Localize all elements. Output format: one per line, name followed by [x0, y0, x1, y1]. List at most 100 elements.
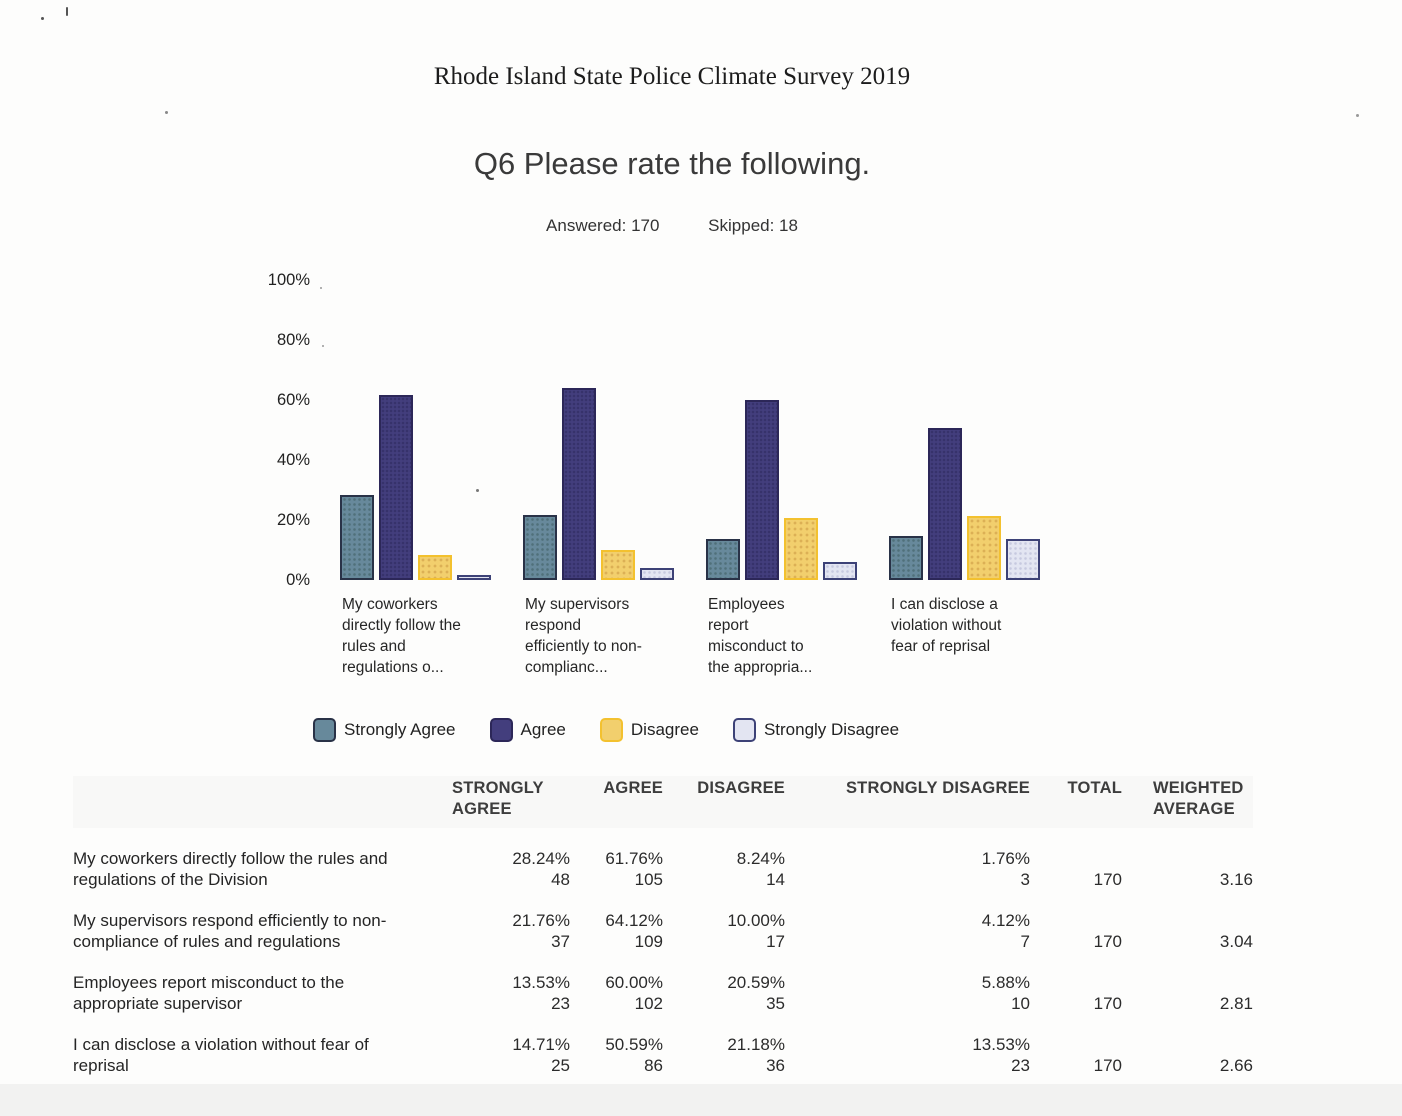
y-axis-tick-0: 0% [286, 571, 310, 589]
bar-agree [928, 428, 962, 580]
legend-item-strongly-disagree: Strongly Disagree [732, 718, 900, 742]
column-header-agree: AGREE [603, 779, 663, 797]
cell-weighted-average: .3.04 [1122, 910, 1253, 952]
bar-agree [745, 400, 779, 580]
cell-disagree: 20.59% 35 [663, 972, 785, 1014]
y-axis-tick-80: 80% [276, 331, 310, 349]
legend-item-strongly-agree: Strongly Agree [313, 718, 456, 742]
row-label: My supervisors respond efficiently to no… [73, 911, 387, 951]
legend-item-agree: Agree [489, 718, 566, 742]
table-header-row: STRONGLY AGREE AGREE DISAGREE STRONGLY DISA… [73, 776, 1253, 828]
bar-agree [379, 394, 413, 580]
weighted-average-value: 3.04 [1219, 932, 1253, 951]
cell-weighted-average: .2.81 [1122, 972, 1253, 1014]
cell-percent: 61.76% [605, 849, 663, 868]
bar-chart: 0% 20% 40% 60% 80% 100% [0, 271, 1344, 589]
cell-percent: 4.12% [981, 911, 1030, 930]
total-value: 170 [1093, 870, 1122, 889]
cell-agree: 64.12% 109 [570, 910, 663, 952]
y-axis-tick-20: 20% [276, 511, 310, 529]
total-value: 170 [1093, 994, 1122, 1013]
legend-label: Agree [520, 720, 566, 739]
cell-count: 23 [1011, 1056, 1030, 1075]
scan-artifact [320, 287, 322, 289]
bar-strongly-agree [523, 514, 557, 580]
weighted-average-value: 2.66 [1219, 1056, 1253, 1075]
scan-artifact [1356, 114, 1359, 117]
cell-count: 10 [1011, 994, 1030, 1013]
cell-count: 36 [766, 1056, 785, 1075]
cell-count: 35 [766, 994, 785, 1013]
cell-disagree: 8.24% 14 [663, 848, 785, 890]
bar-group-2 [523, 387, 674, 580]
cell-count: 105 [634, 870, 663, 889]
cell-strongly-disagree: 5.88% 10 [785, 972, 1030, 1014]
scan-artifact [322, 345, 324, 347]
cell-percent: 14.71% [512, 1035, 570, 1054]
category-label-3: Employees report misconduct to the appro… [708, 596, 813, 676]
column-header-strongly-agree: STRONGLY AGREE [452, 779, 544, 818]
legend-label: Strongly Disagree [763, 720, 900, 739]
cell-percent: 64.12% [605, 911, 663, 930]
column-header-total: TOTAL [1067, 779, 1122, 797]
cell-total: .170 [1030, 848, 1122, 890]
cell-disagree: 21.18% 36 [663, 1034, 785, 1076]
question-title: Q6 Please rate the following. [473, 146, 871, 181]
skipped-count: Skipped: 18 [708, 216, 798, 235]
cell-count: 25 [551, 1056, 570, 1075]
bar-group-4 [889, 428, 1040, 580]
column-header-disagree: DISAGREE [697, 779, 785, 797]
answered-count: Answered: 170 [546, 216, 660, 235]
cell-count: 48 [551, 870, 570, 889]
chart-plot-area [340, 280, 1040, 580]
cell-total: .170 [1030, 972, 1122, 1014]
cell-percent: 20.59% [727, 973, 785, 992]
bar-strongly-disagree [823, 562, 857, 580]
cell-disagree: 10.00% 17 [663, 910, 785, 952]
bar-disagree [784, 518, 818, 580]
category-label-4: I can disclose a violation without fear … [891, 596, 1002, 655]
weighted-average-value: 3.16 [1219, 870, 1253, 889]
bar-strongly-disagree [1006, 539, 1040, 580]
cell-percent: 13.53% [972, 1035, 1030, 1054]
strongly-disagree-swatch [732, 718, 756, 742]
legend-item-disagree: Disagree [599, 718, 699, 742]
cell-strongly-agree: 21.76% 37 [445, 910, 570, 952]
cell-weighted-average: .2.66 [1122, 1034, 1253, 1076]
response-stats: Answered: 170 Skipped: 18 [0, 215, 1344, 236]
chart-legend: Strongly Agree Agree Disagree Strongly Disa… [313, 718, 1344, 742]
y-axis-tick-40: 40% [276, 451, 310, 469]
bar-strongly-agree [706, 539, 740, 580]
y-axis-tick-100: 100% [267, 271, 310, 289]
row-label: Employees report misconduct to the appro… [73, 973, 345, 1013]
cell-strongly-disagree: 13.53% 23 [785, 1034, 1030, 1076]
bar-strongly-disagree [640, 567, 674, 580]
cell-strongly-agree: 13.53% 23 [445, 972, 570, 1014]
cell-count: 14 [766, 870, 785, 889]
report-title: Rhode Island State Police Climate Survey… [433, 63, 911, 90]
cell-agree: 61.76% 105 [570, 848, 663, 890]
cell-strongly-agree: 14.71% 25 [445, 1034, 570, 1076]
legend-label: Disagree [630, 720, 699, 739]
column-header-strongly-disagree: STRONGLY DISAGREE [845, 779, 1030, 797]
cell-percent: 13.53% [512, 973, 570, 992]
bar-agree [562, 387, 596, 580]
cell-count: 7 [1020, 932, 1030, 951]
cell-count: 86 [644, 1056, 663, 1075]
cell-percent: 8.24% [736, 849, 785, 868]
scan-artifact [41, 17, 44, 20]
bar-group-3 [706, 400, 857, 580]
cell-strongly-disagree: 4.12% 7 [785, 910, 1030, 952]
cell-count: 23 [551, 994, 570, 1013]
agree-swatch [489, 718, 513, 742]
cell-count: 3 [1020, 870, 1030, 889]
row-label: I can disclose a violation without fear … [73, 1035, 369, 1075]
cell-percent: 21.76% [512, 911, 570, 930]
table-header-spacer [73, 778, 445, 820]
bar-disagree [601, 550, 635, 580]
cell-percent: 28.24% [512, 849, 570, 868]
scan-artifact [165, 111, 168, 114]
cell-count: 109 [634, 932, 663, 951]
cell-agree: 50.59% 86 [570, 1034, 663, 1076]
